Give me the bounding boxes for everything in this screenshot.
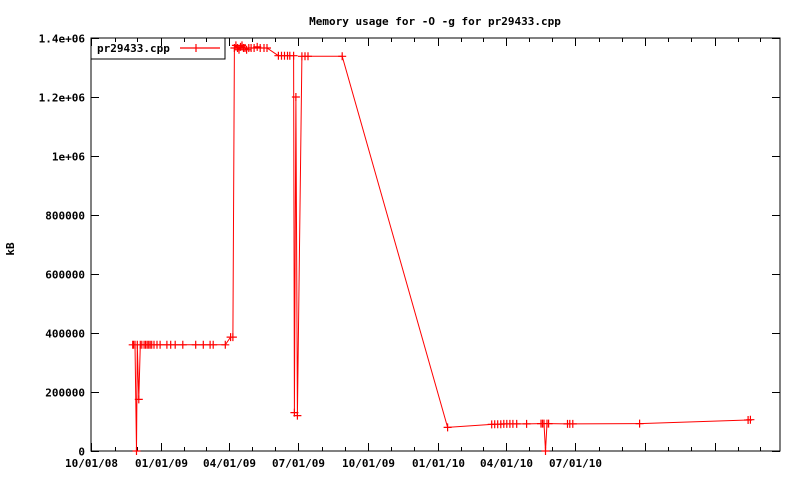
x-tick-label: 04/01/09 (203, 457, 256, 470)
y-tick-label: 0 (78, 446, 85, 459)
y-tick-label: 800000 (45, 210, 85, 223)
axis-ticks (91, 38, 780, 452)
legend-label: pr29433.cpp (97, 42, 170, 55)
x-tick-label: 07/01/10 (549, 457, 602, 470)
y-tick-label: 1.2e+06 (39, 92, 86, 105)
x-tick-label: 04/01/10 (480, 457, 533, 470)
plot-border (90, 37, 781, 452)
y-tick-label: 400000 (45, 328, 85, 341)
y-tick-label: 600000 (45, 269, 85, 282)
y-axis-label: kB (4, 242, 17, 256)
y-axis-tick-labels: 0 200000 400000 600000 800000 1e+06 1.2e+06 1.4… (39, 33, 86, 459)
x-tick-label: 01/01/10 (412, 457, 465, 470)
y-tick-label: 1.4e+06 (39, 33, 86, 46)
data-series-line (132, 44, 751, 452)
x-tick-label: 01/01/09 (135, 457, 188, 470)
x-tick-label: 10/01/09 (342, 457, 395, 470)
x-tick-label: 07/01/09 (272, 457, 325, 470)
chart-title: Memory usage for -O -g for pr29433.cpp (309, 15, 561, 28)
legend-box (90, 37, 226, 60)
y-tick-label: 1e+06 (52, 151, 85, 164)
data-point-markers (128, 41, 755, 455)
x-axis-tick-labels: 10/01/08 01/01/09 04/01/09 07/01/09 10/01/09… (65, 457, 602, 470)
legend-sample-line (180, 44, 220, 52)
y-tick-label: 200000 (45, 387, 85, 400)
x-tick-label: 10/01/08 (65, 457, 118, 470)
legend: pr29433.cpp (90, 37, 226, 60)
